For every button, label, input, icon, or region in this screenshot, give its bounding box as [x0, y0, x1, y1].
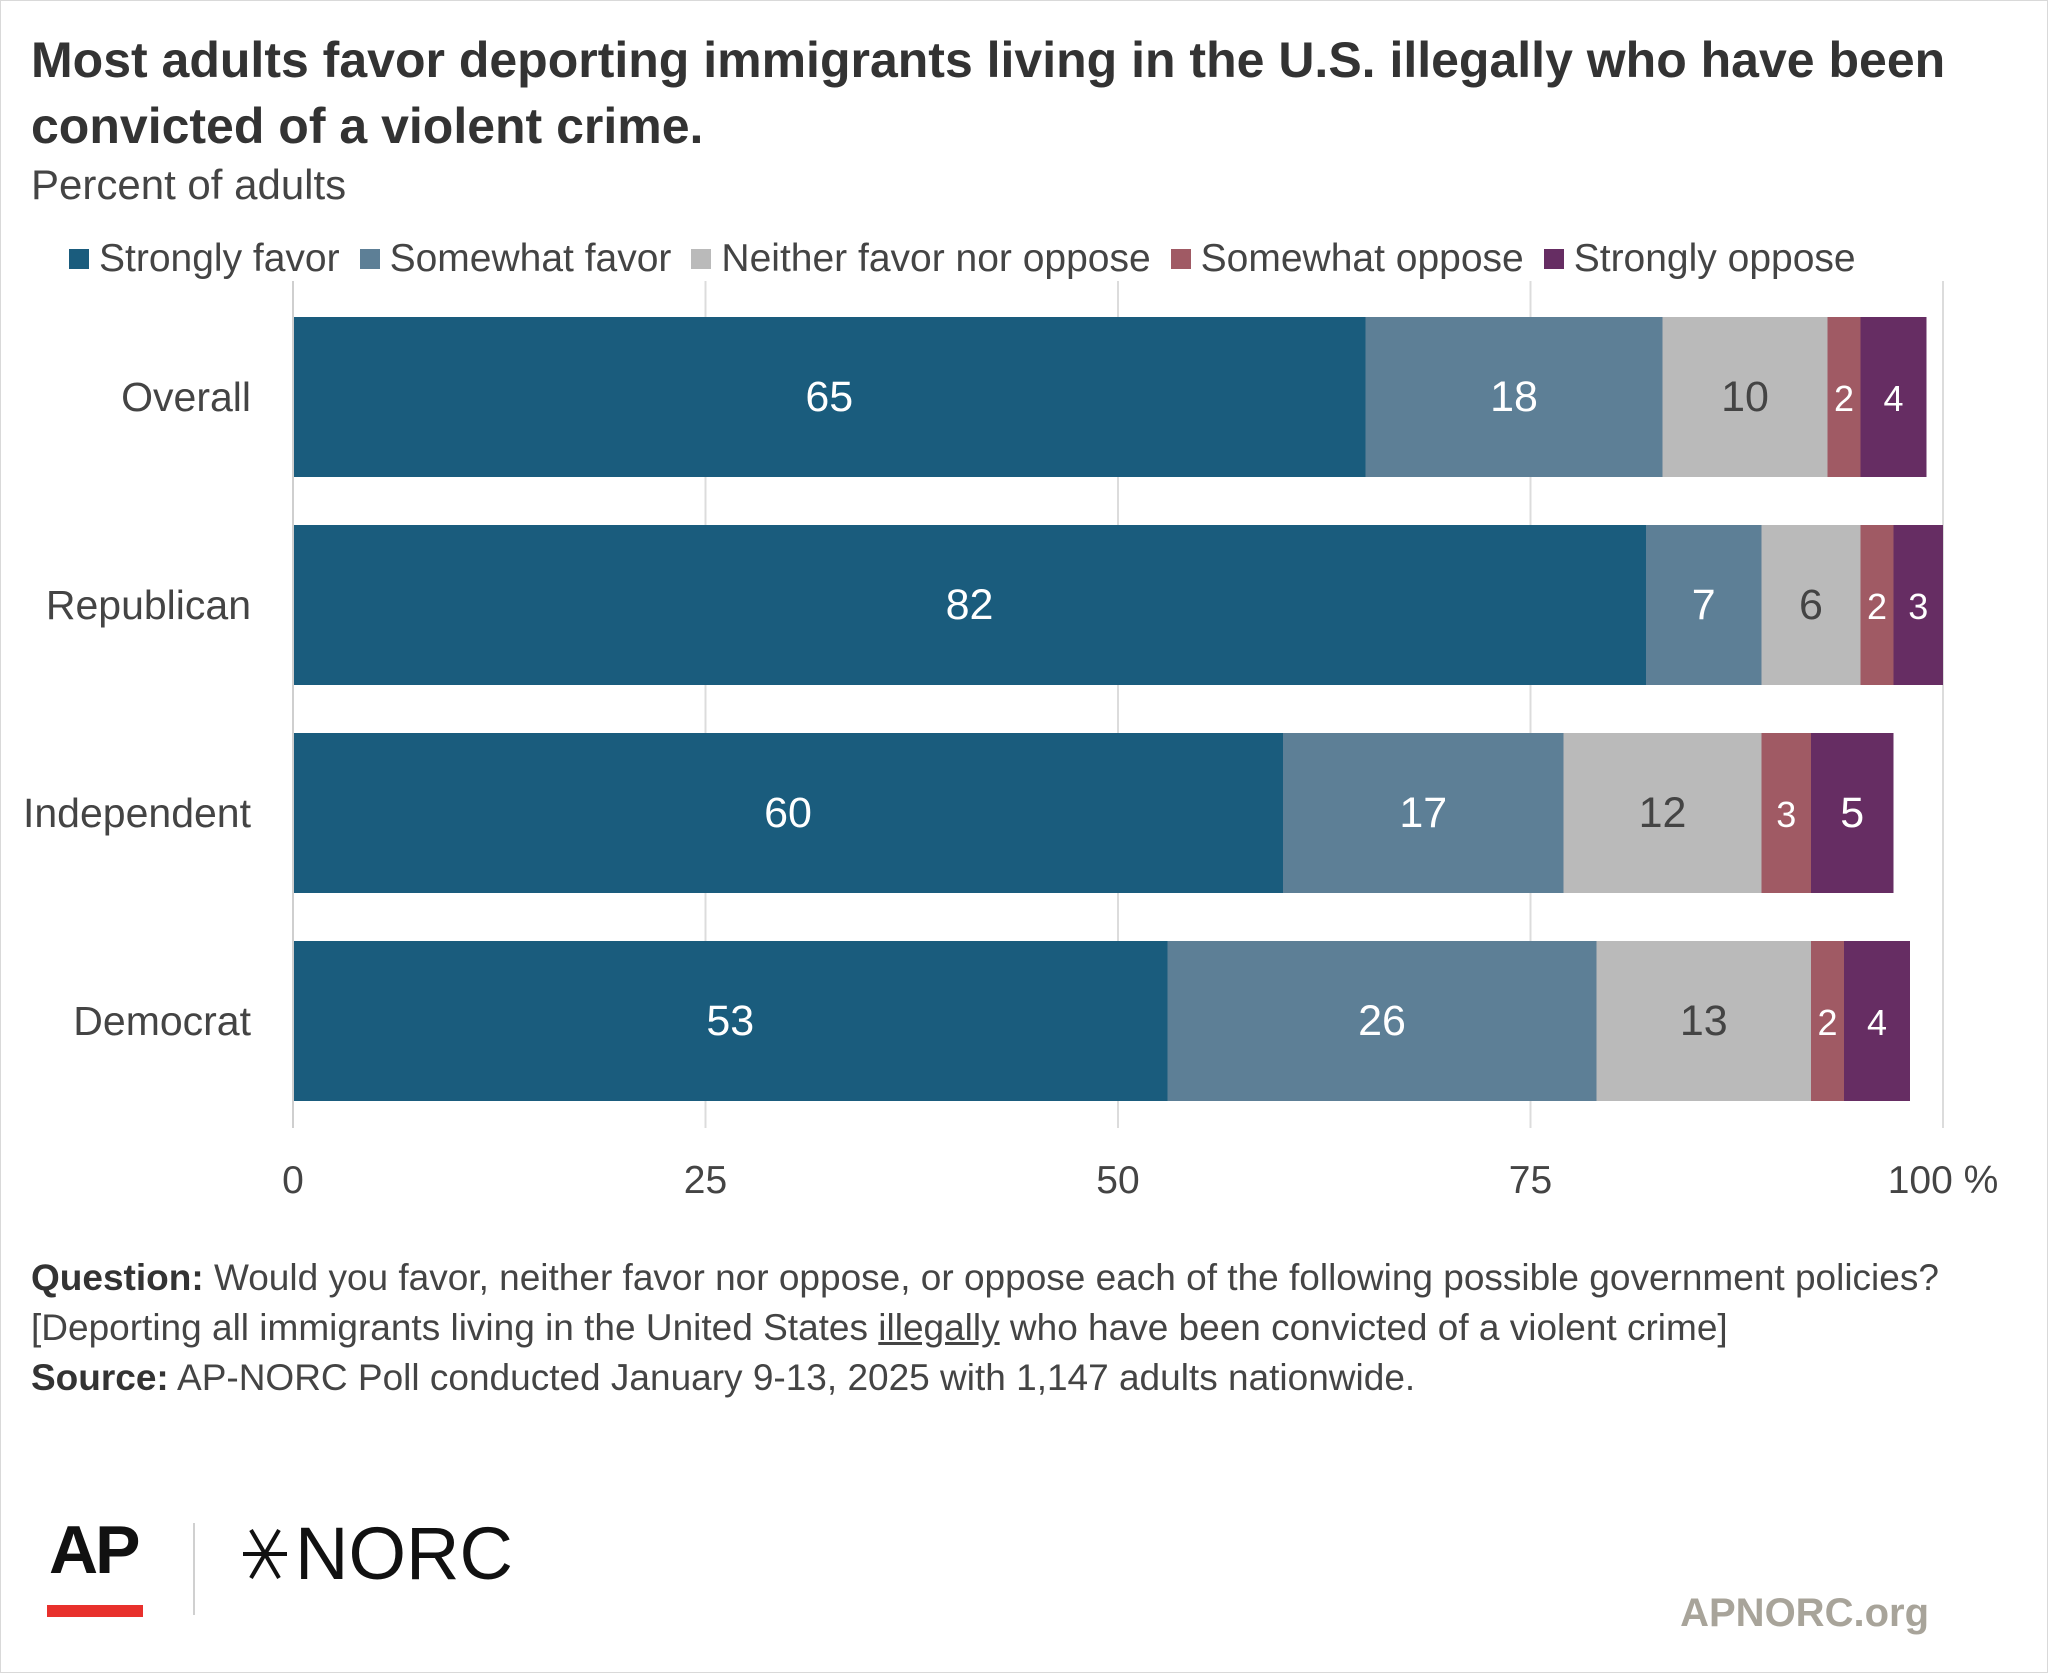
legend-label: Neither favor nor oppose — [721, 237, 1151, 280]
data-label: 12 — [1639, 789, 1687, 837]
data-label: 60 — [764, 789, 812, 837]
legend-label: Strongly oppose — [1573, 237, 1856, 280]
x-tick-label: 75 — [1509, 1159, 1552, 1202]
bar-segment — [1646, 525, 1762, 685]
bar-segment — [1596, 941, 1811, 1101]
category-label: Overall — [121, 374, 251, 420]
legend-item: Strongly favor — [69, 237, 340, 281]
data-label: 3 — [1776, 794, 1796, 835]
bar-segment — [1811, 733, 1894, 893]
norc-star-icon — [243, 1528, 287, 1579]
x-tick-label: 50 — [1096, 1159, 1139, 1202]
ap-logo: AP — [49, 1512, 140, 1588]
data-label: 2 — [1817, 1002, 1837, 1043]
legend-item: Strongly oppose — [1543, 237, 1856, 281]
legend-item: Somewhat oppose — [1170, 237, 1524, 281]
legend-label: Somewhat favor — [389, 237, 672, 280]
data-label: 82 — [946, 581, 994, 629]
bar-segment — [293, 941, 1168, 1101]
data-label: 18 — [1490, 373, 1538, 421]
bar-segment — [1860, 525, 1894, 685]
bar-segment — [1761, 525, 1861, 685]
source-text: AP-NORC Poll conducted January 9-13, 202… — [177, 1357, 1416, 1398]
legend-swatch — [1543, 249, 1564, 269]
data-label: 17 — [1399, 789, 1447, 837]
question-text-end: who have been convicted of a violent cri… — [1009, 1307, 1728, 1348]
legend-label: Somewhat oppose — [1200, 237, 1524, 280]
bar-segment — [1365, 317, 1663, 477]
bar-segment — [1811, 941, 1844, 1101]
source-label: Source: — [31, 1357, 169, 1398]
bar-segment — [293, 317, 1366, 477]
legend-swatch — [359, 249, 380, 269]
source-note: Source: AP-NORC Poll conducted January 9… — [31, 1353, 1991, 1403]
category-label: Republican — [46, 582, 251, 628]
x-tick-label: 0 — [282, 1159, 304, 1202]
bar-segment — [1827, 317, 1861, 477]
bar-segment — [1893, 525, 1943, 685]
site-url: APNORC.org — [1680, 1591, 1929, 1635]
question-label: Question: — [31, 1257, 204, 1298]
data-label: 7 — [1692, 581, 1716, 629]
data-label: 4 — [1883, 378, 1903, 419]
bar-segment — [293, 733, 1283, 893]
legend-item: Somewhat favor — [359, 237, 672, 281]
category-label: Independent — [23, 790, 252, 836]
question-note: Question: Would you favor, neither favor… — [31, 1253, 1991, 1353]
norc-logo-text: NORC — [295, 1512, 513, 1595]
question-underlined-word: illegally — [878, 1307, 1000, 1348]
norc-logo: NORC — [237, 1511, 513, 1596]
bar-segment — [1860, 317, 1927, 477]
legend-swatch — [1170, 249, 1191, 269]
bar-segment — [1662, 317, 1828, 477]
bar-segment — [1761, 733, 1811, 893]
bar-segment — [1167, 941, 1597, 1101]
chart-legend: Strongly favor Somewhat favor Neither favo… — [69, 237, 1876, 281]
x-tick-label: 100 % — [1888, 1159, 1999, 1202]
legend-swatch — [691, 249, 712, 269]
bar-segment — [293, 525, 1646, 685]
data-label: 2 — [1867, 586, 1887, 627]
ap-logo-red-bar — [47, 1605, 143, 1617]
category-label: Democrat — [73, 998, 251, 1044]
data-label: 6 — [1799, 581, 1823, 629]
x-tick-label: 25 — [684, 1159, 727, 1202]
data-label: 53 — [706, 997, 754, 1045]
data-label: 2 — [1834, 378, 1854, 419]
chart-subtitle: Percent of adults — [31, 161, 347, 208]
data-label: 65 — [805, 373, 853, 421]
data-label: 26 — [1358, 997, 1406, 1045]
question-text: Would you favor, neither favor nor oppos… — [31, 1257, 1939, 1348]
data-label: 10 — [1721, 373, 1769, 421]
legend-item: Neither favor nor oppose — [691, 237, 1151, 281]
chart-title: Most adults favor deporting immigrants l… — [31, 32, 1946, 154]
bar-segment — [1563, 733, 1762, 893]
data-label: 5 — [1840, 789, 1864, 837]
data-label: 13 — [1680, 997, 1728, 1045]
chart-footer: Question: Would you favor, neither favor… — [31, 1253, 1991, 1403]
bar-segment — [1844, 941, 1910, 1101]
bar-segment — [1283, 733, 1564, 893]
logo-divider — [193, 1523, 195, 1615]
data-label: 3 — [1908, 586, 1928, 627]
data-label: 4 — [1867, 1002, 1887, 1043]
legend-label: Strongly favor — [99, 237, 340, 280]
legend-swatch — [69, 249, 89, 269]
